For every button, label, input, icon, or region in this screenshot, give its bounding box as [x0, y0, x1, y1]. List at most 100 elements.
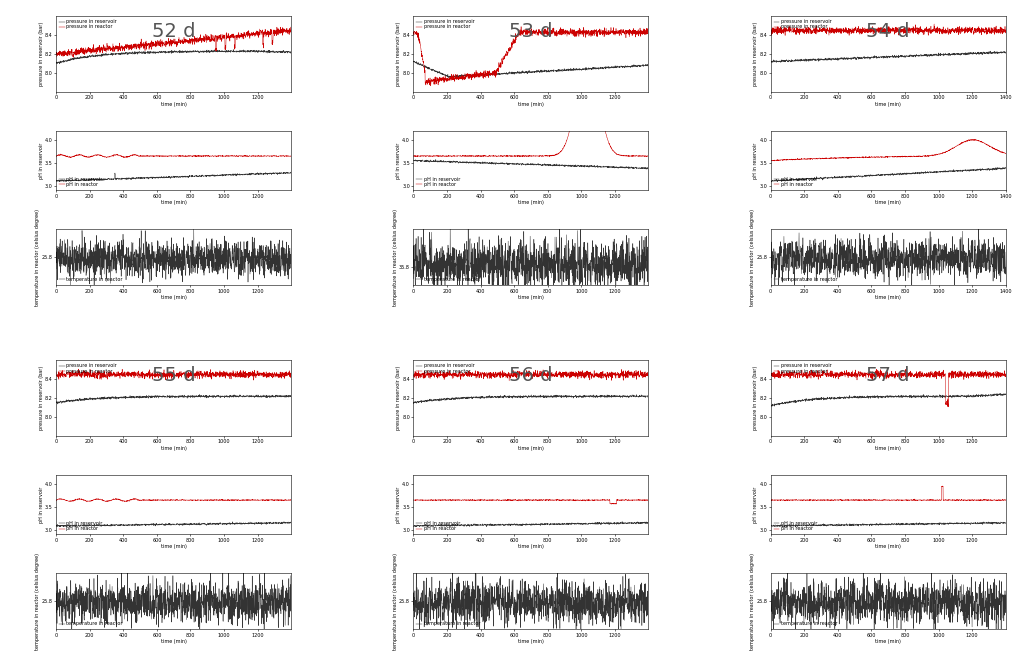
pH in reactor — [996, 149, 1009, 157]
pH in reservoir — [822, 522, 834, 529]
pH in reactor — [966, 136, 978, 143]
pH in reservoir — [639, 519, 651, 527]
Line: pH in reservoir: pH in reservoir — [414, 522, 648, 527]
pressure in reactor — [765, 370, 777, 378]
pH in reactor — [822, 496, 834, 503]
pressure in reservoir — [488, 393, 500, 401]
pH in reactor — [769, 157, 781, 165]
pH in reservoir — [1000, 520, 1012, 527]
pH in reactor — [159, 152, 172, 160]
pressure in reactor — [516, 370, 528, 378]
Line: pH in reactor: pH in reactor — [771, 486, 1006, 501]
pH in reservoir — [241, 520, 253, 527]
Y-axis label: temperature in reactor (celsius degree): temperature in reactor (celsius degree) — [36, 553, 41, 650]
Line: pH in reactor: pH in reactor — [56, 154, 291, 158]
pressure in reservoir — [1000, 48, 1012, 56]
temperature in reactor — [237, 565, 249, 573]
pressure in reactor — [642, 366, 654, 374]
pH in reservoir — [617, 518, 629, 526]
temperature in reactor — [598, 295, 611, 303]
Legend: pressure in reservoir, pressure in reactor: pressure in reservoir, pressure in react… — [58, 363, 117, 374]
pH in reactor — [285, 496, 297, 504]
temperature in reactor — [50, 265, 62, 273]
Line: pressure in reservoir: pressure in reservoir — [771, 393, 1006, 406]
temperature in reactor — [282, 586, 294, 594]
pressure in reservoir — [956, 51, 968, 59]
pH in reactor — [956, 496, 968, 503]
Y-axis label: pressure in reservoir (bar): pressure in reservoir (bar) — [396, 22, 401, 86]
pH in reactor — [407, 496, 420, 504]
temperature in reactor — [465, 261, 477, 269]
temperature in reactor — [407, 274, 420, 282]
pressure in reservoir — [407, 58, 420, 66]
X-axis label: time (min): time (min) — [875, 446, 902, 451]
X-axis label: time (min): time (min) — [160, 102, 187, 106]
pH in reactor — [101, 497, 113, 505]
pH in reservoir — [640, 165, 652, 173]
temperature in reactor — [822, 255, 834, 263]
pH in reactor — [639, 496, 651, 504]
pH in reactor — [582, 496, 594, 503]
temperature in reactor — [765, 257, 777, 265]
Legend: pressure in reservoir, pressure in reactor: pressure in reservoir, pressure in react… — [58, 19, 117, 30]
pressure in reactor — [465, 70, 477, 78]
Line: pressure in reservoir: pressure in reservoir — [414, 61, 648, 78]
pressure in reservoir — [50, 398, 62, 406]
temperature in reactor — [956, 253, 968, 261]
pressure in reservoir — [241, 392, 253, 400]
pressure in reactor — [765, 27, 777, 35]
pH in reservoir — [158, 173, 171, 181]
pH in reactor — [639, 152, 651, 160]
Legend: temperature in reactor: temperature in reactor — [773, 276, 838, 283]
pH in reactor — [107, 151, 119, 159]
X-axis label: time (min): time (min) — [160, 544, 187, 549]
pressure in reactor — [1000, 28, 1012, 36]
Line: temperature in reactor: temperature in reactor — [771, 570, 1006, 639]
temperature in reactor — [107, 257, 119, 265]
temperature in reactor — [639, 265, 651, 273]
pH in reservoir — [241, 170, 253, 178]
pH in reservoir — [982, 518, 994, 526]
temperature in reactor — [516, 244, 528, 252]
pressure in reactor — [996, 28, 1009, 36]
Line: pressure in reactor: pressure in reactor — [771, 369, 1006, 407]
X-axis label: time (min): time (min) — [160, 200, 187, 205]
pH in reservoir — [822, 175, 834, 183]
Y-axis label: pressure in reservoir (bar): pressure in reservoir (bar) — [753, 22, 758, 86]
pressure in reservoir — [517, 68, 529, 76]
pressure in reactor — [822, 371, 834, 379]
Line: temperature in reactor: temperature in reactor — [771, 228, 1006, 287]
pH in reservoir — [174, 520, 186, 528]
temperature in reactor — [531, 600, 543, 608]
pH in reservoir — [598, 520, 611, 528]
Legend: pH in reservoir, pH in reactor: pH in reservoir, pH in reactor — [58, 177, 103, 188]
pH in reactor — [174, 496, 186, 504]
X-axis label: time (min): time (min) — [518, 295, 544, 300]
pressure in reservoir — [282, 393, 294, 401]
pressure in reactor — [822, 25, 834, 33]
pressure in reactor — [248, 376, 260, 384]
Y-axis label: temperature in reactor (celsius degree): temperature in reactor (celsius degree) — [749, 553, 755, 650]
pressure in reactor — [503, 377, 516, 385]
pressure in reservoir — [227, 46, 239, 53]
pH in reactor — [845, 496, 858, 503]
Text: 52 d: 52 d — [152, 22, 195, 41]
pressure in reactor — [407, 29, 420, 37]
temperature in reactor — [601, 308, 614, 316]
pressure in reservoir — [131, 393, 143, 400]
temperature in reactor — [888, 239, 901, 247]
pH in reactor — [822, 155, 834, 162]
X-axis label: time (min): time (min) — [518, 446, 544, 451]
pH in reactor — [132, 496, 144, 503]
pressure in reactor — [407, 371, 420, 379]
pressure in reactor — [598, 371, 611, 379]
pH in reactor — [845, 153, 858, 161]
pH in reactor — [956, 139, 968, 147]
Y-axis label: pH in reservoir: pH in reservoir — [39, 142, 44, 179]
temperature in reactor — [282, 250, 294, 258]
temperature in reactor — [888, 601, 901, 609]
pressure in reservoir — [996, 390, 1009, 398]
pressure in reactor — [779, 31, 791, 39]
Legend: pH in reservoir, pH in reactor: pH in reservoir, pH in reactor — [773, 520, 818, 531]
pressure in reactor — [488, 67, 500, 74]
